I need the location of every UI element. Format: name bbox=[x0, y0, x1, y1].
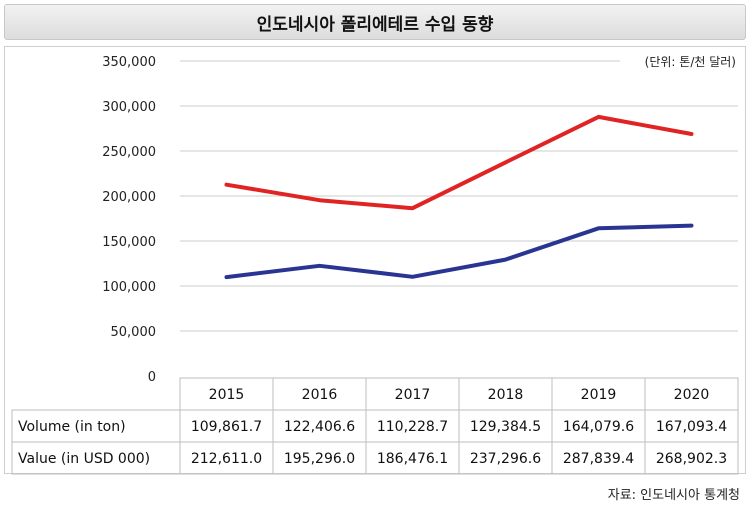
data-label: 110,228.7 bbox=[377, 419, 448, 435]
chart-title-bar: 인도네시아 폴리에테르 수입 동향 bbox=[4, 4, 746, 40]
y-tick-label: 250,000 bbox=[102, 145, 156, 160]
data-label: 287,839.4 bbox=[563, 451, 634, 467]
x-category-label: 2017 bbox=[395, 387, 431, 403]
chart-frame bbox=[4, 46, 746, 474]
data-label: 195,296.0 bbox=[284, 451, 355, 467]
y-tick-label: 50,000 bbox=[111, 325, 157, 340]
table-row-label: Value (in USD 000) bbox=[18, 451, 150, 467]
series-line-value bbox=[224, 114, 694, 211]
y-tick-label: 200,000 bbox=[102, 190, 156, 205]
data-label: 237,296.6 bbox=[470, 451, 541, 467]
data-label: 167,093.4 bbox=[656, 419, 727, 435]
x-category-label: 2019 bbox=[581, 387, 617, 403]
y-tick-label: 350,000 bbox=[102, 55, 156, 70]
table-row-label: Volume (in ton) bbox=[18, 419, 126, 435]
unit-label: (단위: 톤/천 달러) bbox=[645, 54, 736, 69]
data-label: 186,476.1 bbox=[377, 451, 448, 467]
data-label: 164,079.6 bbox=[563, 419, 634, 435]
y-tick-label: 100,000 bbox=[102, 280, 156, 295]
x-category-label: 2018 bbox=[488, 387, 524, 403]
x-category-label: 2020 bbox=[674, 387, 710, 403]
x-category-label: 2015 bbox=[209, 387, 245, 403]
data-label: 109,861.7 bbox=[191, 419, 262, 435]
data-label: 268,902.3 bbox=[656, 451, 727, 467]
data-label: 212,611.0 bbox=[191, 451, 262, 467]
x-category-label: 2016 bbox=[302, 387, 338, 403]
y-tick-label: 0 bbox=[148, 370, 156, 385]
y-tick-label: 300,000 bbox=[102, 100, 156, 115]
chart-title: 인도네시아 폴리에테르 수입 동향 bbox=[256, 14, 494, 35]
source-note: 자료: 인도네시아 통계청 bbox=[607, 488, 740, 503]
y-tick-label: 150,000 bbox=[102, 235, 156, 250]
data-label: 122,406.6 bbox=[284, 419, 355, 435]
data-label: 129,384.5 bbox=[470, 419, 541, 435]
series-line-volume bbox=[224, 223, 694, 280]
